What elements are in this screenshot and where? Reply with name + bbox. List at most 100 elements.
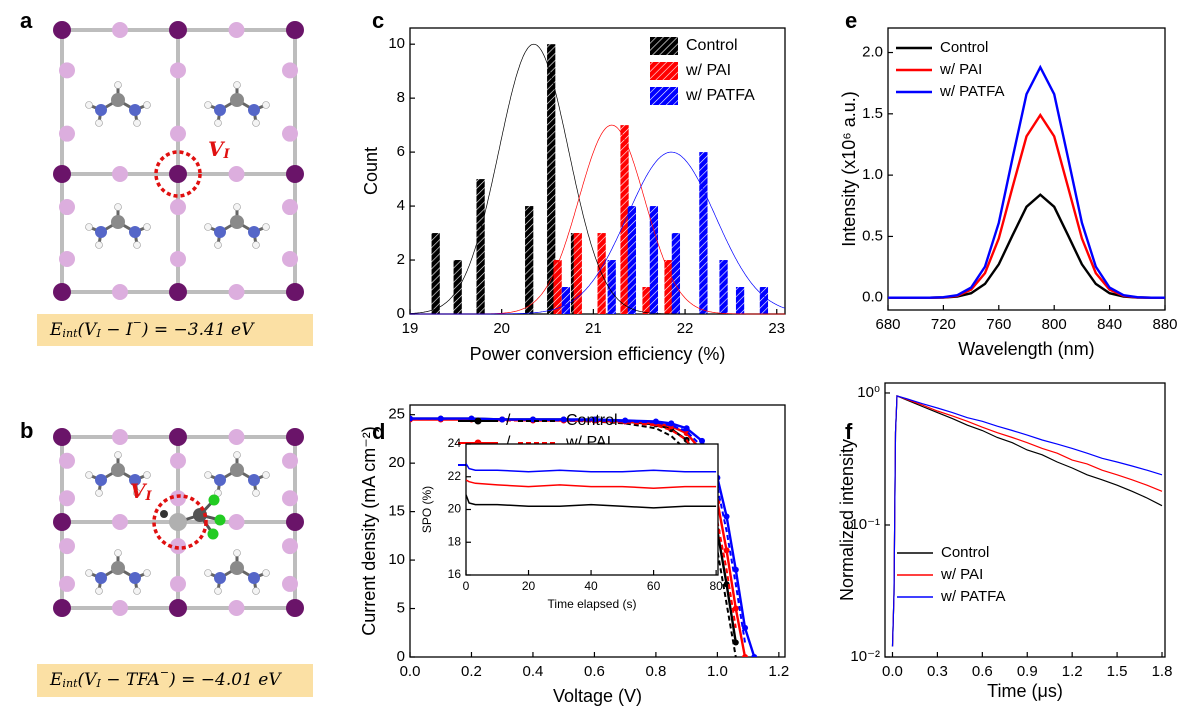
y-tick-label: 0.0 xyxy=(862,289,883,306)
atom xyxy=(282,452,298,469)
y-axis-label: Count xyxy=(361,147,381,195)
atom xyxy=(230,93,244,107)
y-tick-label: 1.5 xyxy=(862,105,883,122)
subscript: I xyxy=(223,147,231,162)
series-group xyxy=(466,463,717,509)
atom xyxy=(230,561,244,575)
atom xyxy=(233,451,241,459)
legend-label: w/ PAI xyxy=(940,566,983,583)
series-line xyxy=(888,64,1165,299)
legend-label: w/ PATFA xyxy=(685,87,755,104)
y-tick-label: 2 xyxy=(397,251,405,268)
bar xyxy=(607,260,616,314)
panel-label: e xyxy=(845,8,857,33)
atom xyxy=(262,471,270,479)
atom xyxy=(262,223,270,231)
x-tick-label: 0.2 xyxy=(461,663,482,680)
atom xyxy=(143,471,151,479)
x-tick-label: 0.0 xyxy=(882,663,903,680)
atom xyxy=(248,572,260,584)
atom xyxy=(129,226,141,238)
legend-swatch xyxy=(650,37,678,55)
atom xyxy=(114,203,122,211)
legend-label: Control xyxy=(940,39,988,56)
legend-separator: / xyxy=(506,434,511,451)
x-tick-label: 0.6 xyxy=(972,663,993,680)
atom xyxy=(114,451,122,459)
atom xyxy=(248,226,260,238)
bar xyxy=(525,206,534,314)
atom xyxy=(207,528,219,540)
atom xyxy=(233,81,241,89)
fit-curve xyxy=(410,151,786,315)
y-tick-label: 16 xyxy=(448,567,462,581)
x-tick-label: 0.0 xyxy=(400,663,421,680)
panel-label: d xyxy=(372,419,385,444)
subscript: I xyxy=(95,327,101,340)
atom xyxy=(252,587,260,595)
x-tick-label: 1.8 xyxy=(1152,663,1173,680)
atom xyxy=(248,104,260,116)
legend-label: w/ PATFA xyxy=(939,83,1004,100)
marker xyxy=(560,416,567,423)
atom xyxy=(170,538,186,555)
x-tick-label: 0.8 xyxy=(645,663,666,680)
atom xyxy=(112,284,128,300)
atom xyxy=(53,428,71,446)
atom xyxy=(59,538,75,555)
atom xyxy=(143,569,151,577)
atom xyxy=(252,489,260,497)
fit-curve xyxy=(410,43,785,315)
atom xyxy=(59,490,75,507)
marker xyxy=(723,513,730,520)
x-tick-label: 720 xyxy=(931,316,956,333)
atom xyxy=(282,250,298,267)
atom xyxy=(95,226,107,238)
atom xyxy=(112,22,128,38)
atom xyxy=(133,241,141,249)
x-tick-label: 680 xyxy=(875,316,900,333)
atom xyxy=(59,199,75,216)
atom xyxy=(95,572,107,584)
bar xyxy=(649,206,659,314)
panel-label: a xyxy=(20,8,33,33)
x-axis-label: Voltage (V) xyxy=(553,686,642,706)
atom xyxy=(228,284,245,300)
series-line xyxy=(466,463,717,473)
atom xyxy=(228,166,245,182)
marker xyxy=(652,418,659,425)
atom xyxy=(170,125,186,142)
bar xyxy=(759,287,769,314)
x-tick-label: 80 xyxy=(709,579,723,593)
bar xyxy=(431,233,440,314)
atom xyxy=(169,428,187,446)
superscript: − xyxy=(160,666,169,679)
atom xyxy=(230,463,244,477)
legend-swatch xyxy=(650,87,678,105)
y-tick-label: 10⁻¹ xyxy=(850,516,880,533)
atom xyxy=(214,241,222,249)
y-tick-label: 5 xyxy=(397,600,405,617)
marker xyxy=(723,581,730,588)
legend-swatch xyxy=(650,62,678,80)
atom xyxy=(169,599,187,617)
atom xyxy=(233,203,241,211)
marker xyxy=(622,417,629,424)
y-tick-label: 18 xyxy=(448,534,462,548)
equation: Eint(VI − I−) = −3.41 eV xyxy=(49,316,255,340)
math-text: − TFA xyxy=(101,670,160,690)
atom xyxy=(59,62,75,79)
atom xyxy=(53,283,71,301)
series-group xyxy=(891,395,1163,647)
atom xyxy=(112,514,128,530)
x-tick-label: 760 xyxy=(986,316,1011,333)
atom xyxy=(169,283,187,301)
atom xyxy=(252,119,260,127)
series-line xyxy=(891,395,1163,647)
atom xyxy=(214,572,226,584)
y-tick-label: 10⁻² xyxy=(850,648,880,665)
bar xyxy=(671,233,681,314)
atom xyxy=(111,215,125,229)
series-line xyxy=(410,417,746,643)
x-tick-label: 1.2 xyxy=(1062,663,1083,680)
